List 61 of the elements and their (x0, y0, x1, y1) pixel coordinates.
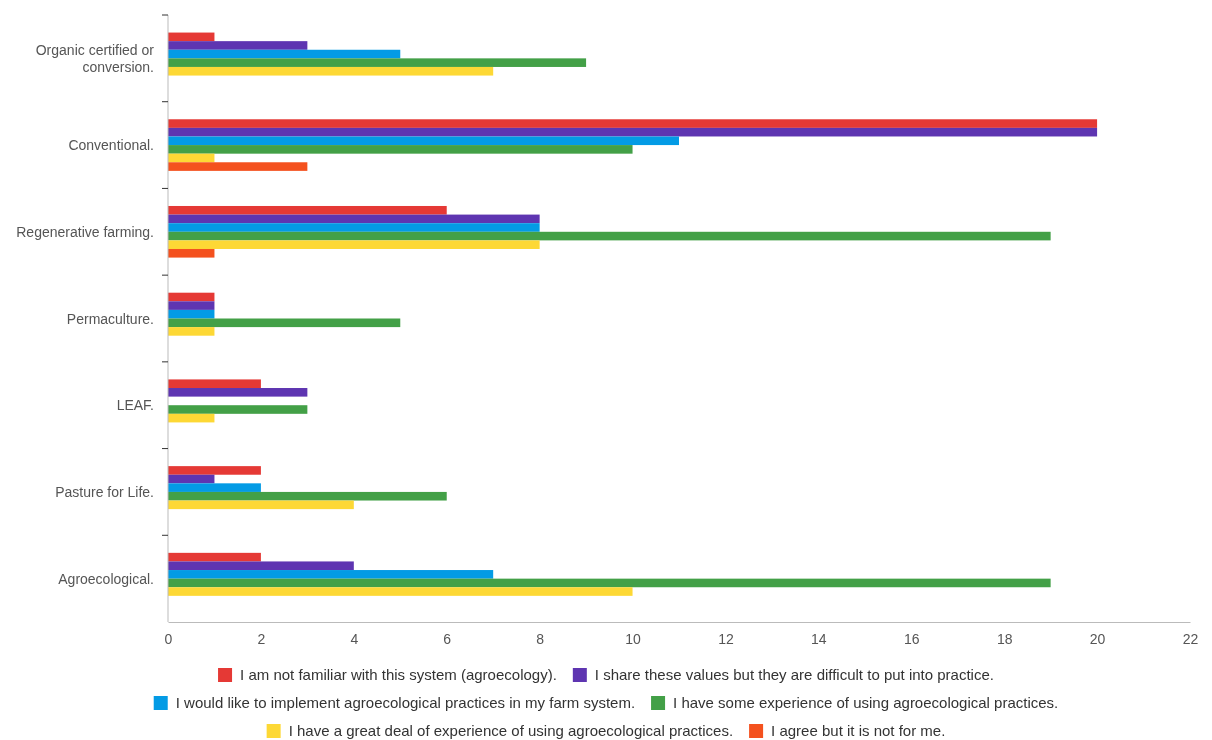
bar (168, 491, 447, 501)
bar (168, 32, 215, 42)
legend-label: I agree but it is not for me. (771, 722, 946, 739)
bar (168, 587, 633, 596)
bar (168, 214, 540, 224)
legend-label: I am not familiar with this system (agroecology). (240, 666, 557, 683)
x-tick-label: 8 (536, 630, 545, 647)
bar (168, 240, 540, 249)
bar (168, 162, 308, 171)
bar (168, 205, 447, 215)
x-tick-label: 2 (257, 630, 266, 647)
x-tick-label: 12 (718, 630, 734, 647)
x-tick-label: 10 (625, 630, 642, 647)
x-tick-label: 6 (443, 630, 452, 647)
bar (168, 413, 215, 423)
bar (168, 309, 215, 319)
bar (168, 145, 633, 154)
x-tick-label: 22 (1182, 630, 1199, 647)
y-tick-label: Agroecological. (58, 570, 154, 587)
x-tick-label: 0 (164, 630, 173, 647)
bar (168, 405, 308, 414)
bar (168, 561, 354, 571)
bar (168, 231, 1051, 241)
x-tick-label: 14 (811, 630, 827, 647)
y-tick-label: Pasture for Life. (55, 483, 154, 500)
bar (168, 66, 494, 76)
legend-label: I would like to implement agroecological practices in my farm system. (175, 694, 636, 711)
bar (168, 474, 215, 484)
bar (168, 570, 494, 579)
y-tick-label: Regenerative farming. (16, 223, 154, 240)
bar (168, 136, 679, 146)
bar (168, 223, 540, 232)
bar (168, 292, 215, 302)
bar (168, 327, 215, 336)
bar (168, 248, 215, 258)
x-tick-label: 18 (996, 630, 1013, 647)
bar (168, 500, 354, 510)
x-tick-label: 16 (903, 630, 920, 647)
y-tick-label: Permaculture. (66, 310, 154, 327)
y-tick-label: LEAF. (116, 397, 154, 414)
bar (168, 127, 1098, 137)
bar (168, 578, 1051, 588)
legend-label: I have a great deal of experience of using agroecological practices. (288, 722, 734, 739)
legend-label: I have some experience of using agroecological practices. (673, 694, 1059, 711)
bar (168, 388, 308, 397)
bar (168, 41, 308, 50)
bar (168, 58, 587, 67)
bar (168, 49, 401, 59)
bar (168, 153, 215, 163)
bar (168, 483, 261, 492)
y-tick-label: Organic certified or conversion. (35, 41, 155, 75)
legend-label: I share these values but they are difficult to put into practice. (594, 666, 994, 683)
bar (168, 466, 261, 475)
bar (168, 301, 215, 310)
x-tick-label: 4 (350, 630, 359, 647)
x-tick-label: 20 (1089, 630, 1106, 647)
bar (168, 552, 261, 562)
bar (168, 119, 1098, 128)
bar (168, 318, 401, 328)
y-tick-label: Conventional. (68, 137, 154, 154)
bar (168, 379, 261, 389)
